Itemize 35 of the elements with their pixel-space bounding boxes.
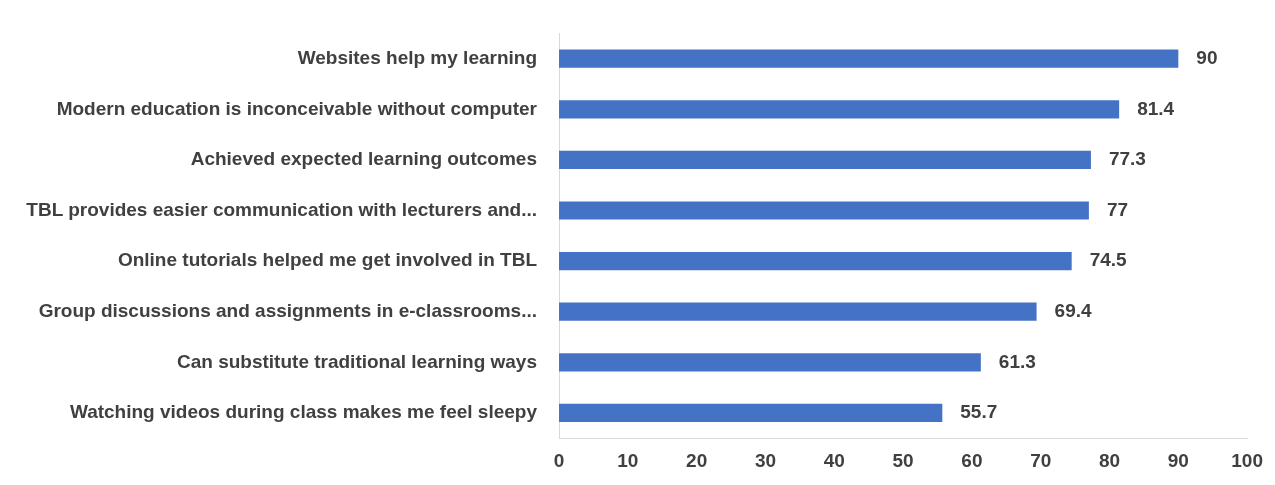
data-label: 55.7	[960, 401, 998, 423]
x-tick-label: 60	[961, 449, 983, 471]
bar	[559, 201, 1089, 220]
y-tick-label: Modern education is inconceivable without computer	[56, 97, 538, 119]
x-tick-label: 100	[1231, 449, 1263, 471]
x-tick-label: 90	[1167, 449, 1189, 471]
bar	[559, 403, 943, 423]
y-tick-label: TBL provides easier communication with lecturers and...	[26, 198, 538, 220]
x-tick-label: 10	[617, 449, 639, 471]
data-label: 77.3	[1108, 148, 1146, 170]
x-tick-label: 70	[1030, 449, 1052, 471]
y-tick-label: Group discussions and assignments in e-classrooms...	[38, 299, 538, 321]
bar	[559, 49, 1179, 68]
bar	[559, 150, 1091, 170]
bar	[559, 251, 1072, 271]
y-tick-label: Can substitute traditional learning ways	[177, 350, 538, 372]
data-label: 77	[1106, 198, 1129, 220]
data-label: 81.4	[1137, 97, 1175, 119]
y-tick-label: Achieved expected learning outcomes	[190, 148, 538, 170]
x-tick-label: 30	[754, 449, 777, 471]
bar	[559, 353, 981, 372]
y-tick-label: Websites help my learning	[297, 46, 538, 68]
x-tick-label: 0	[553, 449, 565, 471]
data-label: 74.5	[1089, 249, 1128, 271]
data-label: 90	[1196, 46, 1218, 68]
x-tick-label: 50	[892, 449, 914, 471]
data-label: 69.4	[1054, 299, 1092, 321]
bar	[559, 302, 1037, 321]
x-tick-label: 80	[1098, 449, 1121, 471]
bar	[559, 100, 1120, 119]
x-tick-label: 20	[686, 449, 708, 471]
data-label: 61.3	[998, 350, 1036, 372]
x-tick-label: 40	[823, 449, 845, 471]
y-tick-label: Watching videos during class makes me feel sleepy	[69, 401, 538, 423]
y-tick-label: Online tutorials helped me get involved in TBL	[117, 249, 538, 271]
